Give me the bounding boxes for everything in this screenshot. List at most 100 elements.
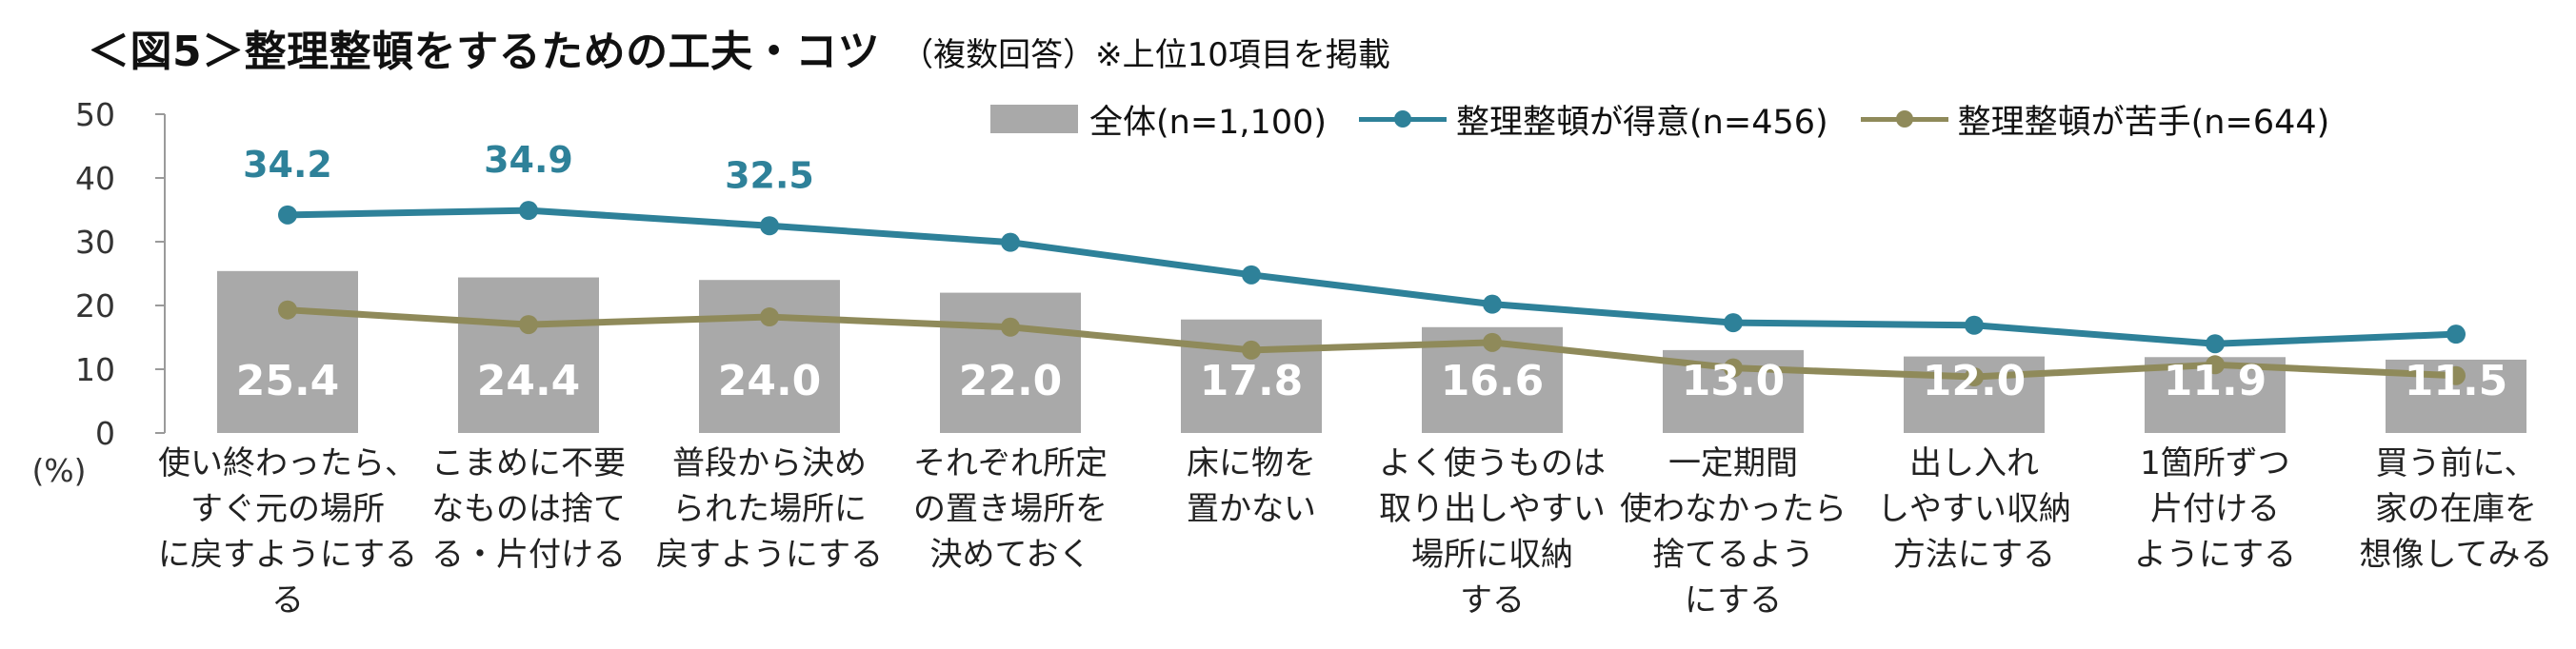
y-tick-label: 50 bbox=[75, 96, 115, 133]
line-point bbox=[1001, 232, 1020, 252]
category-label: それぞれ所定の置き場所を決めておく bbox=[913, 444, 1108, 574]
line-point bbox=[278, 205, 297, 225]
legend-item-good: 整理整頓が得意(n=456) bbox=[1359, 95, 1828, 144]
y-tick-label: 30 bbox=[75, 224, 115, 261]
category-label-line: すぐ元の場所 bbox=[190, 490, 385, 528]
bar-data-label: 25.4 bbox=[236, 357, 340, 405]
legend-swatch-bar bbox=[990, 105, 1078, 133]
category-label-line: 床に物を bbox=[1187, 444, 1316, 482]
bar-data-label: 16.6 bbox=[1441, 357, 1545, 405]
category-label-line: る bbox=[271, 581, 304, 620]
line-point bbox=[1724, 358, 1743, 378]
category-label-line: 普段から決め bbox=[672, 444, 867, 482]
line-data-label: 32.5 bbox=[725, 154, 814, 196]
legend-label-poor: 整理整頓が苦手(n=644) bbox=[1957, 103, 2330, 142]
line-point bbox=[519, 201, 538, 221]
line-data-label: 34.9 bbox=[484, 139, 573, 181]
line-point bbox=[1724, 313, 1743, 333]
legend-swatch-good bbox=[1359, 105, 1448, 133]
bar bbox=[217, 270, 358, 433]
bar-data-label: 24.4 bbox=[477, 357, 581, 405]
legend-label-good: 整理整頓が得意(n=456) bbox=[1456, 103, 1828, 142]
line-point bbox=[2446, 365, 2466, 385]
bar-data-label: 12.0 bbox=[1923, 357, 2027, 405]
line-point bbox=[1242, 340, 1261, 360]
legend-item-poor: 整理整頓が苦手(n=644) bbox=[1860, 95, 2330, 144]
bar-data-label: 11.5 bbox=[2405, 357, 2508, 405]
bar-data-label: 17.8 bbox=[1200, 357, 1304, 405]
line-point bbox=[760, 216, 779, 236]
legend-swatch-poor bbox=[1860, 105, 1948, 133]
category-label-line: 戻すようにする bbox=[656, 536, 883, 574]
category-label: 出し入れしやすい収納方法にする bbox=[1877, 444, 2071, 574]
category-label-line: 置かない bbox=[1187, 490, 1316, 528]
category-label-line: 使い終わったら、 bbox=[158, 444, 417, 482]
category-label-line: る・片付ける bbox=[431, 536, 626, 574]
bar-data-label: 13.0 bbox=[1682, 357, 1786, 405]
bar-data-label: 11.9 bbox=[2164, 357, 2267, 405]
category-label: 床に物を置かない bbox=[1187, 444, 1316, 528]
category-label: 一定期間使わなかったら捨てるようにする bbox=[1620, 444, 1847, 620]
category-label-line: 買う前に、 bbox=[2376, 444, 2537, 482]
bar bbox=[458, 277, 599, 433]
line-point bbox=[760, 307, 779, 327]
category-label: 使い終わったら、すぐ元の場所に戻すようにするる bbox=[158, 444, 417, 620]
category-label-line: に戻すようにする bbox=[158, 536, 417, 574]
line-point bbox=[278, 300, 297, 320]
line-point bbox=[1242, 265, 1261, 285]
category-label-line: 一定期間 bbox=[1668, 444, 1798, 482]
category-label-line: こまめに不要 bbox=[431, 444, 626, 482]
category-label: 普段から決められた場所に戻すようにする bbox=[656, 444, 883, 574]
series-line bbox=[284, 306, 2460, 381]
y-unit-label: (%) bbox=[31, 452, 86, 489]
category-label: こまめに不要なものは捨てる・片付ける bbox=[431, 444, 626, 574]
category-label-line: 場所に収納 bbox=[1411, 536, 1573, 574]
category-label-line: 片付ける bbox=[2150, 490, 2280, 528]
category-label-line: よく使うものは bbox=[1379, 444, 1606, 482]
line-point bbox=[519, 315, 538, 335]
category-label-line: ようにする bbox=[2134, 536, 2296, 574]
category-label-line: 捨てるよう bbox=[1652, 536, 1814, 574]
category-label-line: 出し入れ bbox=[1909, 444, 2039, 482]
line-point bbox=[2206, 355, 2225, 375]
category-label: 1箇所ずつ片付けるようにする bbox=[2134, 444, 2296, 574]
category-label-line: しやすい収納 bbox=[1877, 490, 2071, 528]
chart-title-row: ＜図5＞整理整頓をするための工夫・コツ （複数回答）※上位10項目を掲載 bbox=[88, 17, 1390, 76]
category-label-line: 取り出しやすい bbox=[1379, 490, 1606, 528]
bar-data-label: 24.0 bbox=[718, 357, 822, 405]
series-line bbox=[284, 206, 2460, 347]
legend: 全体(n=1,100) 整理整頓が得意(n=456) 整理整頓が苦手(n=644… bbox=[990, 98, 2362, 142]
category-label-line: 決めておく bbox=[930, 536, 1091, 574]
y-tick-label: 20 bbox=[75, 287, 115, 324]
bar-data-label: 22.0 bbox=[959, 357, 1063, 405]
line-point bbox=[1001, 317, 1020, 337]
line-point bbox=[2206, 334, 2225, 354]
category-label-line: なものは捨て bbox=[431, 490, 626, 528]
category-label-line: られた場所に bbox=[672, 490, 867, 528]
legend-item-overall: 全体(n=1,100) bbox=[990, 95, 1327, 144]
category-label-line: 1箇所ずつ bbox=[2140, 444, 2290, 482]
line-point bbox=[1965, 367, 1984, 387]
category-label-line: 想像してみる bbox=[2360, 536, 2553, 574]
bar bbox=[699, 280, 840, 433]
category-label: よく使うものは取り出しやすい場所に収納する bbox=[1379, 444, 1606, 620]
y-tick-label: 40 bbox=[75, 160, 115, 197]
category-label: 買う前に、家の在庫を想像してみる bbox=[2360, 444, 2553, 574]
y-tick-label: 10 bbox=[75, 351, 115, 388]
line-point bbox=[2446, 324, 2466, 344]
y-tick-label: 0 bbox=[95, 415, 115, 452]
category-label-line: それぞれ所定 bbox=[913, 444, 1108, 482]
category-label-line: 方法にする bbox=[1893, 536, 2055, 574]
category-label-line: 家の在庫を bbox=[2375, 490, 2537, 528]
chart-title: ＜図5＞整理整頓をするための工夫・コツ bbox=[88, 28, 881, 76]
bar bbox=[940, 292, 1081, 433]
category-label-line: する bbox=[1460, 581, 1525, 620]
line-data-label: 34.2 bbox=[243, 144, 332, 186]
category-label-line: の置き場所を bbox=[913, 490, 1108, 528]
line-point bbox=[1483, 332, 1502, 352]
category-label-line: 使わなかったら bbox=[1620, 490, 1847, 528]
bar bbox=[1181, 319, 1322, 433]
chart-subtitle: （複数回答）※上位10項目を掲載 bbox=[901, 36, 1390, 74]
category-label-line: にする bbox=[1685, 581, 1782, 620]
